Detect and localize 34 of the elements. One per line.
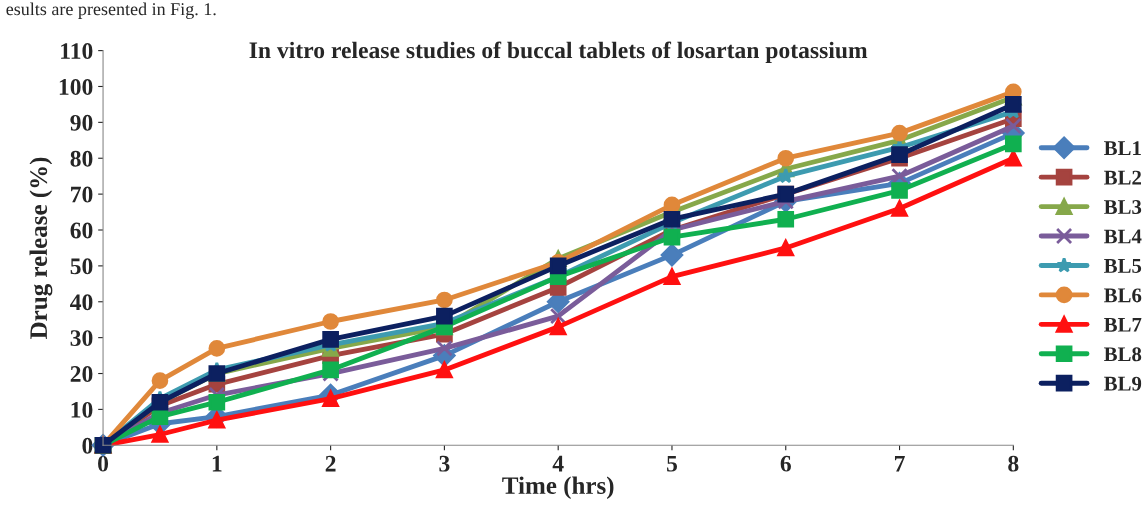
legend-label: BL9 [1104,376,1142,391]
legend-label: BL2 [1104,170,1141,185]
legend-label: BL4 [1104,229,1142,244]
y-tick-label: 40 [70,294,93,311]
x-tick-label: 7 [894,455,905,472]
y-tick-label: 90 [70,114,93,131]
x-tick-label: 8 [1008,455,1019,472]
y-tick-label: 70 [71,186,93,203]
legend-label: BL6 [1104,288,1142,303]
legend-label: BL8 [1104,347,1142,362]
legend-label: BL5 [1104,259,1142,273]
legend-label: BL7 [1104,317,1142,332]
y-tick-label: 10 [71,401,93,418]
legend-label: BL3 [1104,200,1142,215]
y-tick-label: 80 [70,150,93,167]
chart-title: In vitro release studies of buccal tablets of losartan potassium [249,41,868,64]
x-tick-label: 2 [325,455,336,472]
x-tick-label: 6 [780,455,791,472]
y-tick-label: 50 [70,258,93,275]
x-tick-label: 4 [552,455,564,472]
y-axis-title: Drug release (%) [29,157,53,339]
legend-label: BL1 [1104,141,1141,156]
x-tick-label: 0 [98,455,109,472]
x-tick-label: 3 [439,455,450,472]
y-tick-label: 100 [59,78,93,95]
y-tick-label: 110 [61,43,93,60]
y-tick-label: 20 [70,366,93,382]
x-axis-title: Time (hrs) [502,476,614,500]
x-tick-label: 5 [667,455,678,472]
y-tick-label: 0 [82,437,93,454]
y-tick-label: 30 [70,330,93,347]
y-tick-label: 60 [70,222,93,239]
x-tick-label: 1 [212,455,222,472]
text: esults are presented in Fig. 1. [6,2,216,19]
